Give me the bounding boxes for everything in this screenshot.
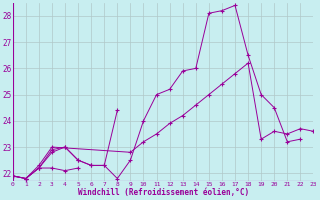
X-axis label: Windchill (Refroidissement éolien,°C): Windchill (Refroidissement éolien,°C) [77, 188, 249, 197]
